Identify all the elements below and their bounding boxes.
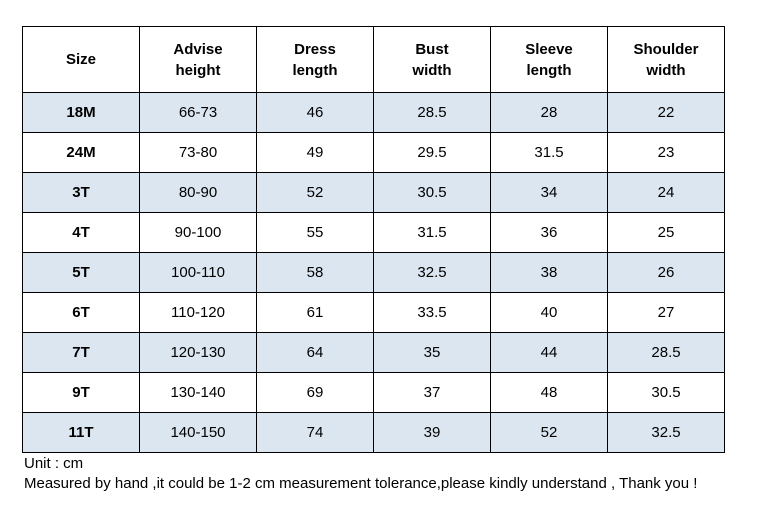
header-text: Shoulder <box>633 40 699 58</box>
size-cell: 5T <box>22 252 140 293</box>
cell-dress-length: 55 <box>256 212 374 253</box>
cell-sleeve-length: 31.5 <box>490 132 608 173</box>
header-text: length <box>526 61 572 79</box>
cell-bust-width: 35 <box>373 332 491 373</box>
cell-advise-height: 90-100 <box>139 212 257 253</box>
cell-dress-length: 52 <box>256 172 374 213</box>
size-chart-table: Size Advise height Dress length Bust width Slee… <box>22 26 725 453</box>
column-header-dress-length: Dress length <box>256 26 374 93</box>
size-cell: 7T <box>22 332 140 373</box>
cell-dress-length: 61 <box>256 292 374 333</box>
table-body: 18M 66-73 46 28.5 28 22 24M 73-80 49 29.5 31.5 23 3T… <box>22 92 725 453</box>
column-header-advise-height: Advise height <box>139 26 257 93</box>
size-cell: 4T <box>22 212 140 253</box>
table-row: 11T 140-150 74 39 52 32.5 <box>22 412 725 453</box>
disclaimer-note: Measured by hand ,it could be 1-2 cm mea… <box>24 475 698 492</box>
cell-shoulder-width: 22 <box>607 92 725 133</box>
cell-advise-height: 100-110 <box>139 252 257 293</box>
header-text: height <box>175 61 221 79</box>
header-text: Bust <box>415 40 449 58</box>
cell-bust-width: 32.5 <box>373 252 491 293</box>
cell-dress-length: 49 <box>256 132 374 173</box>
column-header-sleeve-length: Sleeve length <box>490 26 608 93</box>
table-row: 18M 66-73 46 28.5 28 22 <box>22 92 725 133</box>
header-text: Advise <box>173 40 223 58</box>
column-header-shoulder-width: Shoulder width <box>607 26 725 93</box>
header-row: Size Advise height Dress length Bust width Slee… <box>22 26 725 93</box>
cell-shoulder-width: 28.5 <box>607 332 725 373</box>
table-row: 3T 80-90 52 30.5 34 24 <box>22 172 725 213</box>
table-row: 24M 73-80 49 29.5 31.5 23 <box>22 132 725 173</box>
header-text: Dress <box>294 40 336 58</box>
cell-advise-height: 66-73 <box>139 92 257 133</box>
cell-sleeve-length: 48 <box>490 372 608 413</box>
cell-advise-height: 110-120 <box>139 292 257 333</box>
cell-sleeve-length: 34 <box>490 172 608 213</box>
header-text: Sleeve <box>525 40 573 58</box>
cell-dress-length: 69 <box>256 372 374 413</box>
cell-bust-width: 31.5 <box>373 212 491 253</box>
cell-shoulder-width: 25 <box>607 212 725 253</box>
header-text: width <box>646 61 686 79</box>
table-row: 6T 110-120 61 33.5 40 27 <box>22 292 725 333</box>
cell-advise-height: 140-150 <box>139 412 257 453</box>
cell-advise-height: 73-80 <box>139 132 257 173</box>
cell-shoulder-width: 23 <box>607 132 725 173</box>
cell-shoulder-width: 24 <box>607 172 725 213</box>
cell-sleeve-length: 40 <box>490 292 608 333</box>
size-cell: 6T <box>22 292 140 333</box>
table-row: 9T 130-140 69 37 48 30.5 <box>22 372 725 413</box>
size-cell: 18M <box>22 92 140 133</box>
cell-bust-width: 29.5 <box>373 132 491 173</box>
column-header-size: Size <box>22 26 140 93</box>
table-header: Size Advise height Dress length Bust width Slee… <box>22 26 725 93</box>
cell-sleeve-length: 28 <box>490 92 608 133</box>
size-cell: 3T <box>22 172 140 213</box>
cell-dress-length: 64 <box>256 332 374 373</box>
size-cell: 11T <box>22 412 140 453</box>
cell-advise-height: 80-90 <box>139 172 257 213</box>
size-cell: 24M <box>22 132 140 173</box>
cell-bust-width: 33.5 <box>373 292 491 333</box>
cell-bust-width: 28.5 <box>373 92 491 133</box>
cell-shoulder-width: 26 <box>607 252 725 293</box>
column-header-bust-width: Bust width <box>373 26 491 93</box>
cell-sleeve-length: 38 <box>490 252 608 293</box>
cell-bust-width: 39 <box>373 412 491 453</box>
cell-dress-length: 46 <box>256 92 374 133</box>
header-text: length <box>292 61 338 79</box>
cell-shoulder-width: 32.5 <box>607 412 725 453</box>
table-row: 4T 90-100 55 31.5 36 25 <box>22 212 725 253</box>
header-text: width <box>412 61 452 79</box>
header-text: Size <box>65 51 96 68</box>
cell-advise-height: 130-140 <box>139 372 257 413</box>
table-row: 7T 120-130 64 35 44 28.5 <box>22 332 725 373</box>
cell-sleeve-length: 44 <box>490 332 608 373</box>
cell-sleeve-length: 36 <box>490 212 608 253</box>
cell-bust-width: 37 <box>373 372 491 413</box>
table-row: 5T 100-110 58 32.5 38 26 <box>22 252 725 293</box>
cell-dress-length: 74 <box>256 412 374 453</box>
cell-shoulder-width: 27 <box>607 292 725 333</box>
cell-advise-height: 120-130 <box>139 332 257 373</box>
cell-dress-length: 58 <box>256 252 374 293</box>
cell-shoulder-width: 30.5 <box>607 372 725 413</box>
cell-sleeve-length: 52 <box>490 412 608 453</box>
notes: Unit : cm Measured by hand ,it could be … <box>24 454 697 494</box>
size-cell: 9T <box>22 372 140 413</box>
cell-bust-width: 30.5 <box>373 172 491 213</box>
unit-note: Unit : cm <box>24 455 84 472</box>
